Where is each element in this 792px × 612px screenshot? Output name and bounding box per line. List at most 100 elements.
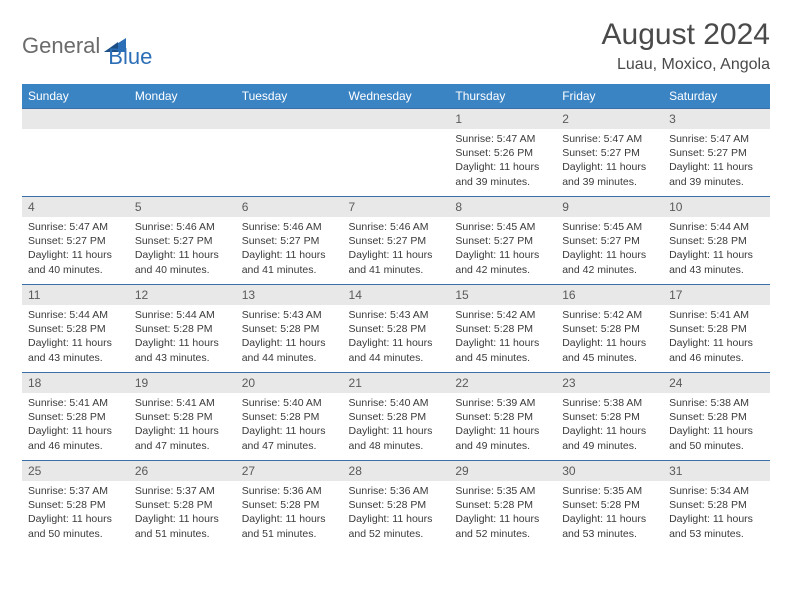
day-body: Sunrise: 5:43 AMSunset: 5:28 PMDaylight:… <box>343 305 450 369</box>
day-body: Sunrise: 5:42 AMSunset: 5:28 PMDaylight:… <box>556 305 663 369</box>
day-line: Sunrise: 5:47 AM <box>28 220 123 234</box>
day-line: Daylight: 11 hours and 39 minutes. <box>669 160 764 188</box>
day-line: Sunrise: 5:35 AM <box>455 484 550 498</box>
title-block: August 2024 Luau, Moxico, Angola <box>602 18 770 74</box>
day-body: Sunrise: 5:40 AMSunset: 5:28 PMDaylight:… <box>343 393 450 457</box>
day-number: 30 <box>556 461 663 481</box>
calendar-week-row: 4Sunrise: 5:47 AMSunset: 5:27 PMDaylight… <box>22 197 770 285</box>
day-body: Sunrise: 5:46 AMSunset: 5:27 PMDaylight:… <box>129 217 236 281</box>
day-line: Sunrise: 5:43 AM <box>349 308 444 322</box>
day-body <box>236 129 343 136</box>
day-number: 27 <box>236 461 343 481</box>
day-line: Sunset: 5:27 PM <box>135 234 230 248</box>
day-number: 21 <box>343 373 450 393</box>
day-line: Daylight: 11 hours and 52 minutes. <box>455 512 550 540</box>
calendar-day-cell: 14Sunrise: 5:43 AMSunset: 5:28 PMDayligh… <box>343 285 450 373</box>
day-line: Sunset: 5:28 PM <box>349 322 444 336</box>
day-line: Sunrise: 5:37 AM <box>135 484 230 498</box>
calendar-day-cell: 17Sunrise: 5:41 AMSunset: 5:28 PMDayligh… <box>663 285 770 373</box>
day-line: Sunset: 5:28 PM <box>242 498 337 512</box>
day-line: Sunrise: 5:47 AM <box>455 132 550 146</box>
day-line: Sunset: 5:28 PM <box>242 322 337 336</box>
day-line: Sunrise: 5:46 AM <box>242 220 337 234</box>
day-line: Sunset: 5:28 PM <box>455 322 550 336</box>
calendar-day-cell: 24Sunrise: 5:38 AMSunset: 5:28 PMDayligh… <box>663 373 770 461</box>
day-line: Sunset: 5:28 PM <box>562 410 657 424</box>
day-line: Sunset: 5:27 PM <box>669 146 764 160</box>
day-body: Sunrise: 5:45 AMSunset: 5:27 PMDaylight:… <box>449 217 556 281</box>
day-number <box>129 109 236 129</box>
day-line: Sunrise: 5:46 AM <box>349 220 444 234</box>
day-line: Daylight: 11 hours and 46 minutes. <box>28 424 123 452</box>
day-body: Sunrise: 5:44 AMSunset: 5:28 PMDaylight:… <box>663 217 770 281</box>
calendar-day-cell: 29Sunrise: 5:35 AMSunset: 5:28 PMDayligh… <box>449 461 556 549</box>
day-line: Sunset: 5:27 PM <box>562 146 657 160</box>
calendar-day-cell: 7Sunrise: 5:46 AMSunset: 5:27 PMDaylight… <box>343 197 450 285</box>
weekday-header: Sunday <box>22 84 129 109</box>
calendar-day-cell: 21Sunrise: 5:40 AMSunset: 5:28 PMDayligh… <box>343 373 450 461</box>
day-line: Sunrise: 5:36 AM <box>242 484 337 498</box>
day-line: Sunset: 5:26 PM <box>455 146 550 160</box>
day-number: 2 <box>556 109 663 129</box>
logo-text-general: General <box>22 33 100 59</box>
day-number: 6 <box>236 197 343 217</box>
day-line: Daylight: 11 hours and 39 minutes. <box>562 160 657 188</box>
day-line: Sunrise: 5:43 AM <box>242 308 337 322</box>
calendar-day-cell: 23Sunrise: 5:38 AMSunset: 5:28 PMDayligh… <box>556 373 663 461</box>
day-line: Sunset: 5:28 PM <box>349 498 444 512</box>
day-line: Sunrise: 5:42 AM <box>455 308 550 322</box>
day-body: Sunrise: 5:46 AMSunset: 5:27 PMDaylight:… <box>236 217 343 281</box>
day-number: 5 <box>129 197 236 217</box>
day-body <box>22 129 129 136</box>
day-line: Sunrise: 5:44 AM <box>28 308 123 322</box>
day-line: Sunset: 5:28 PM <box>242 410 337 424</box>
day-line: Daylight: 11 hours and 47 minutes. <box>135 424 230 452</box>
day-number: 19 <box>129 373 236 393</box>
day-number <box>22 109 129 129</box>
day-line: Sunset: 5:28 PM <box>669 498 764 512</box>
day-number: 11 <box>22 285 129 305</box>
weekday-header: Saturday <box>663 84 770 109</box>
day-body <box>343 129 450 136</box>
calendar-day-cell: 8Sunrise: 5:45 AMSunset: 5:27 PMDaylight… <box>449 197 556 285</box>
day-line: Sunrise: 5:47 AM <box>669 132 764 146</box>
calendar-day-cell: 13Sunrise: 5:43 AMSunset: 5:28 PMDayligh… <box>236 285 343 373</box>
day-number <box>236 109 343 129</box>
day-line: Sunset: 5:28 PM <box>135 410 230 424</box>
day-number: 14 <box>343 285 450 305</box>
calendar-day-cell: 15Sunrise: 5:42 AMSunset: 5:28 PMDayligh… <box>449 285 556 373</box>
day-line: Daylight: 11 hours and 51 minutes. <box>242 512 337 540</box>
day-line: Sunrise: 5:35 AM <box>562 484 657 498</box>
day-line: Daylight: 11 hours and 42 minutes. <box>562 248 657 276</box>
day-line: Sunset: 5:28 PM <box>562 322 657 336</box>
day-line: Sunrise: 5:39 AM <box>455 396 550 410</box>
day-body: Sunrise: 5:44 AMSunset: 5:28 PMDaylight:… <box>22 305 129 369</box>
weekday-header-row: SundayMondayTuesdayWednesdayThursdayFrid… <box>22 84 770 109</box>
day-body: Sunrise: 5:47 AMSunset: 5:26 PMDaylight:… <box>449 129 556 193</box>
weekday-header: Thursday <box>449 84 556 109</box>
header: General Blue August 2024 Luau, Moxico, A… <box>22 18 770 74</box>
day-line: Sunset: 5:28 PM <box>28 410 123 424</box>
location: Luau, Moxico, Angola <box>602 56 770 74</box>
day-line: Daylight: 11 hours and 41 minutes. <box>242 248 337 276</box>
day-number: 9 <box>556 197 663 217</box>
day-line: Sunset: 5:28 PM <box>28 498 123 512</box>
weekday-header: Monday <box>129 84 236 109</box>
day-line: Daylight: 11 hours and 44 minutes. <box>349 336 444 364</box>
day-line: Sunrise: 5:36 AM <box>349 484 444 498</box>
calendar-day-cell: 12Sunrise: 5:44 AMSunset: 5:28 PMDayligh… <box>129 285 236 373</box>
day-line: Daylight: 11 hours and 50 minutes. <box>669 424 764 452</box>
day-line: Sunrise: 5:38 AM <box>669 396 764 410</box>
day-number: 3 <box>663 109 770 129</box>
day-line: Daylight: 11 hours and 52 minutes. <box>349 512 444 540</box>
calendar-day-cell: 28Sunrise: 5:36 AMSunset: 5:28 PMDayligh… <box>343 461 450 549</box>
day-body: Sunrise: 5:45 AMSunset: 5:27 PMDaylight:… <box>556 217 663 281</box>
calendar-week-row: 18Sunrise: 5:41 AMSunset: 5:28 PMDayligh… <box>22 373 770 461</box>
day-body: Sunrise: 5:35 AMSunset: 5:28 PMDaylight:… <box>556 481 663 545</box>
calendar-day-cell: 19Sunrise: 5:41 AMSunset: 5:28 PMDayligh… <box>129 373 236 461</box>
day-body: Sunrise: 5:37 AMSunset: 5:28 PMDaylight:… <box>129 481 236 545</box>
day-number: 7 <box>343 197 450 217</box>
day-line: Sunset: 5:28 PM <box>669 234 764 248</box>
calendar-day-cell: 18Sunrise: 5:41 AMSunset: 5:28 PMDayligh… <box>22 373 129 461</box>
day-body: Sunrise: 5:43 AMSunset: 5:28 PMDaylight:… <box>236 305 343 369</box>
